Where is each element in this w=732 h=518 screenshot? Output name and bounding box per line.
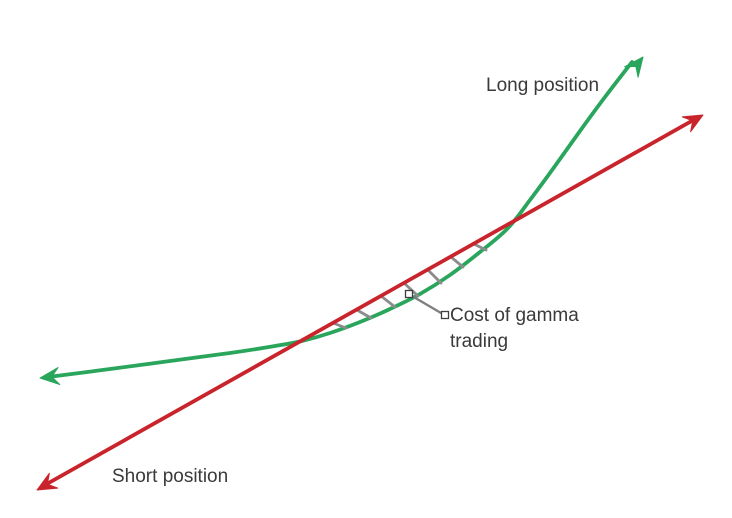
- cost-label-line1: Cost of gamma: [450, 305, 579, 326]
- gamma-cost-hatch-line: [426, 268, 443, 285]
- selection-handle[interactable]: [440, 310, 450, 320]
- cost-of-gamma-trading-label: Cost of gamma trading: [450, 303, 579, 355]
- cost-label-line2: trading: [450, 331, 509, 352]
- gamma-cost-hatch-line: [379, 294, 397, 309]
- short-position-line: [43, 116, 699, 487]
- long-position-curve: [46, 60, 634, 379]
- selection-handle[interactable]: [404, 289, 414, 299]
- long-curve-arrowhead-right: [624, 56, 644, 78]
- gamma-cost-hatch-line: [449, 255, 465, 269]
- short-line-arrowhead-left: [36, 472, 59, 491]
- gamma-cost-hatch-line: [355, 308, 373, 320]
- gamma-cost-hatch-line: [472, 242, 488, 252]
- gamma-cost-hatch-line: [402, 281, 420, 298]
- callout-leader-line[interactable]: [410, 294, 443, 315]
- short-position-label: Short position: [112, 466, 229, 487]
- short-line-arrowhead-right: [681, 114, 704, 133]
- long-position-label: Long position: [486, 75, 600, 96]
- long-curve-arrowhead-left: [39, 367, 61, 385]
